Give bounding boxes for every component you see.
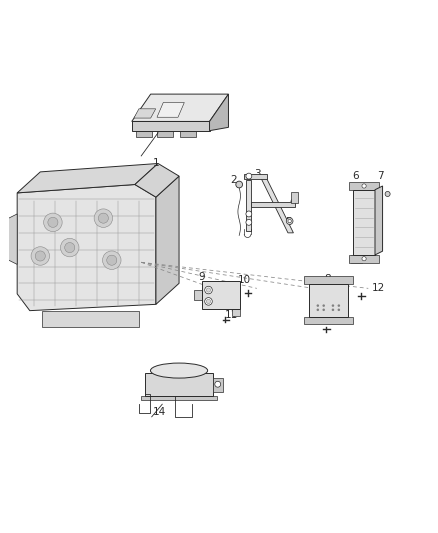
Polygon shape — [157, 131, 173, 136]
Circle shape — [317, 304, 319, 307]
Polygon shape — [261, 178, 293, 233]
Circle shape — [65, 243, 75, 253]
Text: 11: 11 — [225, 310, 238, 320]
Circle shape — [286, 217, 293, 224]
Circle shape — [362, 184, 366, 188]
Polygon shape — [349, 255, 379, 263]
Polygon shape — [141, 396, 217, 400]
Polygon shape — [304, 317, 353, 324]
Circle shape — [246, 173, 252, 179]
Polygon shape — [246, 180, 251, 231]
Text: 9: 9 — [199, 272, 205, 282]
Text: 3: 3 — [254, 169, 261, 179]
Bar — [148, 387, 184, 396]
Polygon shape — [156, 176, 179, 304]
Circle shape — [385, 191, 390, 197]
Polygon shape — [132, 122, 209, 131]
Circle shape — [206, 300, 211, 303]
Circle shape — [288, 220, 291, 223]
Polygon shape — [17, 184, 156, 311]
Polygon shape — [136, 131, 152, 136]
Ellipse shape — [151, 363, 208, 378]
Text: 8: 8 — [324, 274, 331, 284]
Polygon shape — [309, 284, 348, 317]
Polygon shape — [157, 102, 184, 117]
Bar — [330, 298, 342, 313]
Circle shape — [338, 304, 340, 307]
Circle shape — [322, 304, 325, 307]
Circle shape — [362, 256, 366, 261]
Polygon shape — [232, 309, 240, 316]
Polygon shape — [0, 214, 17, 264]
Polygon shape — [291, 192, 298, 203]
Bar — [351, 255, 362, 263]
Circle shape — [332, 309, 334, 311]
Circle shape — [215, 381, 221, 387]
Circle shape — [338, 309, 340, 311]
Circle shape — [236, 181, 243, 188]
Polygon shape — [194, 290, 202, 300]
Circle shape — [205, 297, 212, 305]
Circle shape — [246, 220, 252, 225]
Polygon shape — [353, 190, 375, 255]
Circle shape — [94, 209, 113, 228]
Circle shape — [317, 309, 319, 311]
Polygon shape — [132, 94, 229, 122]
Bar — [315, 298, 327, 313]
Circle shape — [98, 213, 109, 223]
Text: 5: 5 — [285, 217, 292, 228]
Circle shape — [60, 238, 79, 257]
Text: 7: 7 — [378, 171, 384, 181]
Polygon shape — [375, 186, 382, 255]
Circle shape — [107, 255, 117, 265]
Polygon shape — [135, 164, 179, 197]
Polygon shape — [145, 373, 213, 396]
Circle shape — [332, 304, 334, 307]
Circle shape — [44, 213, 62, 232]
Polygon shape — [202, 281, 240, 309]
Text: 10: 10 — [238, 275, 251, 285]
Circle shape — [246, 211, 252, 217]
Polygon shape — [244, 174, 267, 180]
Polygon shape — [180, 131, 196, 136]
Polygon shape — [349, 182, 379, 190]
Text: 1: 1 — [152, 158, 159, 168]
Polygon shape — [209, 94, 229, 131]
Circle shape — [206, 288, 211, 292]
Polygon shape — [213, 378, 223, 392]
Polygon shape — [251, 202, 295, 207]
Circle shape — [205, 286, 212, 294]
Circle shape — [35, 251, 46, 261]
Circle shape — [322, 309, 325, 311]
Text: 2: 2 — [230, 175, 237, 185]
Text: 13: 13 — [328, 313, 341, 323]
Text: 6: 6 — [352, 171, 359, 181]
Text: 12: 12 — [371, 284, 385, 293]
Circle shape — [31, 247, 49, 265]
Text: 14: 14 — [153, 407, 166, 417]
Circle shape — [48, 217, 58, 228]
Text: 4: 4 — [289, 196, 296, 206]
Circle shape — [102, 251, 121, 270]
Polygon shape — [134, 109, 156, 118]
Polygon shape — [17, 164, 158, 193]
Polygon shape — [42, 311, 139, 327]
Polygon shape — [304, 276, 353, 284]
